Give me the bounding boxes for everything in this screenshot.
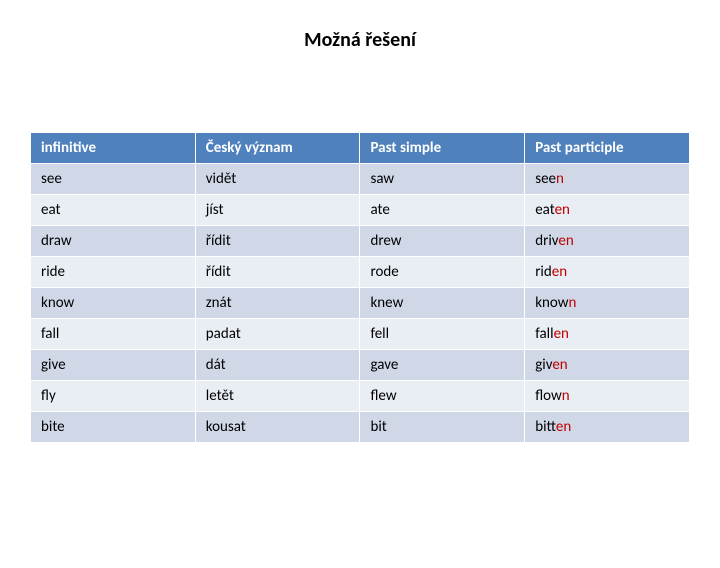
cell-czech: řídit bbox=[195, 226, 360, 257]
cell-czech: kousat bbox=[195, 412, 360, 443]
verb-table: infinitive Český význam Past simple Past… bbox=[30, 132, 690, 443]
pp-highlight: en bbox=[552, 356, 567, 374]
cell-infinitive: see bbox=[31, 164, 196, 195]
table-row: bitekousatbitbitten bbox=[31, 412, 690, 443]
table-row: givedátgavegiven bbox=[31, 350, 690, 381]
cell-czech: jíst bbox=[195, 195, 360, 226]
pp-highlight: en bbox=[555, 201, 570, 219]
cell-past-participle: seen bbox=[525, 164, 690, 195]
pp-prefix: eat bbox=[535, 201, 554, 219]
cell-czech: vidět bbox=[195, 164, 360, 195]
pp-prefix: flow bbox=[535, 387, 562, 405]
pp-highlight: n bbox=[568, 294, 576, 312]
cell-past-participle: known bbox=[525, 288, 690, 319]
cell-infinitive: eat bbox=[31, 195, 196, 226]
cell-infinitive: give bbox=[31, 350, 196, 381]
cell-past-participle: driven bbox=[525, 226, 690, 257]
cell-past-simple: fell bbox=[360, 319, 525, 350]
col-past-simple: Past simple bbox=[360, 133, 525, 164]
pp-prefix: see bbox=[535, 170, 556, 188]
cell-past-simple: drew bbox=[360, 226, 525, 257]
table-row: drawříditdrewdriven bbox=[31, 226, 690, 257]
cell-czech: znát bbox=[195, 288, 360, 319]
cell-czech: letět bbox=[195, 381, 360, 412]
cell-past-participle: bitten bbox=[525, 412, 690, 443]
pp-prefix: know bbox=[535, 294, 568, 312]
cell-past-simple: bit bbox=[360, 412, 525, 443]
table-row: fallpadatfellfallen bbox=[31, 319, 690, 350]
cell-infinitive: fall bbox=[31, 319, 196, 350]
pp-prefix: driv bbox=[535, 232, 558, 250]
pp-highlight: en bbox=[556, 418, 571, 436]
cell-past-simple: gave bbox=[360, 350, 525, 381]
cell-czech: řídit bbox=[195, 257, 360, 288]
table-row: eatjístateeaten bbox=[31, 195, 690, 226]
cell-czech: padat bbox=[195, 319, 360, 350]
pp-highlight: n bbox=[562, 387, 570, 405]
cell-infinitive: ride bbox=[31, 257, 196, 288]
cell-past-simple: saw bbox=[360, 164, 525, 195]
col-czech: Český význam bbox=[195, 133, 360, 164]
cell-past-participle: eaten bbox=[525, 195, 690, 226]
page-title: Možná řešení bbox=[0, 28, 720, 52]
pp-prefix: bitt bbox=[535, 418, 556, 436]
cell-past-simple: knew bbox=[360, 288, 525, 319]
pp-prefix: giv bbox=[535, 356, 552, 374]
cell-infinitive: know bbox=[31, 288, 196, 319]
cell-past-participle: fallen bbox=[525, 319, 690, 350]
table-row: knowznátknewknown bbox=[31, 288, 690, 319]
table-row: seevidětsawseen bbox=[31, 164, 690, 195]
cell-infinitive: fly bbox=[31, 381, 196, 412]
cell-czech: dát bbox=[195, 350, 360, 381]
cell-past-participle: given bbox=[525, 350, 690, 381]
pp-highlight: n bbox=[556, 170, 564, 188]
table-header-row: infinitive Český význam Past simple Past… bbox=[31, 133, 690, 164]
col-infinitive: infinitive bbox=[31, 133, 196, 164]
cell-past-simple: flew bbox=[360, 381, 525, 412]
pp-prefix: rid bbox=[535, 263, 552, 281]
table-row: flyletětflewflown bbox=[31, 381, 690, 412]
col-past-participle: Past participle bbox=[525, 133, 690, 164]
cell-past-simple: rode bbox=[360, 257, 525, 288]
cell-past-simple: ate bbox=[360, 195, 525, 226]
cell-past-participle: riden bbox=[525, 257, 690, 288]
pp-prefix: fall bbox=[535, 325, 553, 343]
cell-infinitive: draw bbox=[31, 226, 196, 257]
pp-highlight: en bbox=[554, 325, 569, 343]
pp-highlight: en bbox=[558, 232, 573, 250]
cell-past-participle: flown bbox=[525, 381, 690, 412]
table-row: rideříditroderiden bbox=[31, 257, 690, 288]
cell-infinitive: bite bbox=[31, 412, 196, 443]
pp-highlight: en bbox=[552, 263, 567, 281]
